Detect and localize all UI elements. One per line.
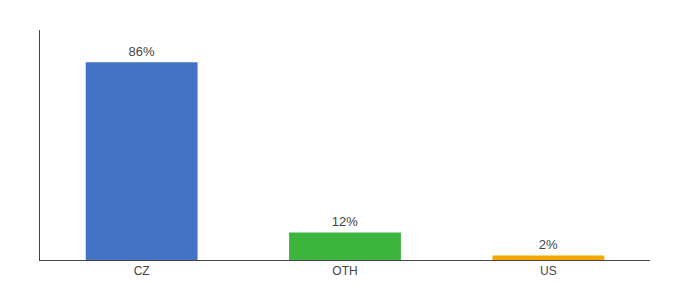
svg-text:2%: 2%: [539, 237, 558, 252]
svg-text:CZ: CZ: [134, 264, 150, 278]
svg-text:86%: 86%: [128, 44, 154, 59]
svg-text:12%: 12%: [332, 214, 358, 229]
svg-text:OTH: OTH: [332, 264, 357, 278]
svg-text:US: US: [540, 264, 557, 278]
